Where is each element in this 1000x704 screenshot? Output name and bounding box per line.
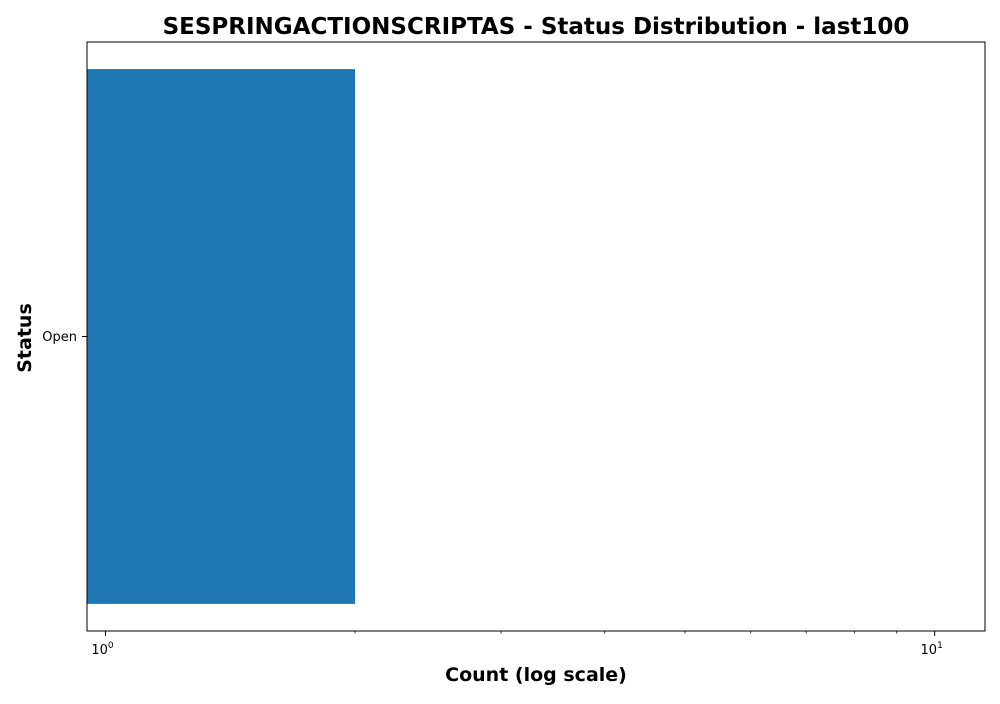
y-tick-label: Open	[42, 330, 77, 345]
x-tick-label: 101	[921, 641, 943, 658]
x-tick-label-exponent: 0	[108, 641, 114, 651]
x-tick-label: 100	[91, 641, 114, 658]
y-axis-label: Status	[14, 303, 36, 373]
x-tick-label-base: 10	[921, 643, 938, 658]
chart-title: SESPRINGACTIONSCRIPTAS - Status Distribu…	[163, 14, 910, 40]
x-axis-label: Count (log scale)	[445, 664, 627, 686]
plot-frame	[86, 41, 986, 632]
bar-open	[87, 69, 356, 604]
x-tick-label-exponent: 1	[937, 641, 943, 651]
x-tick-label-base: 10	[91, 643, 108, 658]
